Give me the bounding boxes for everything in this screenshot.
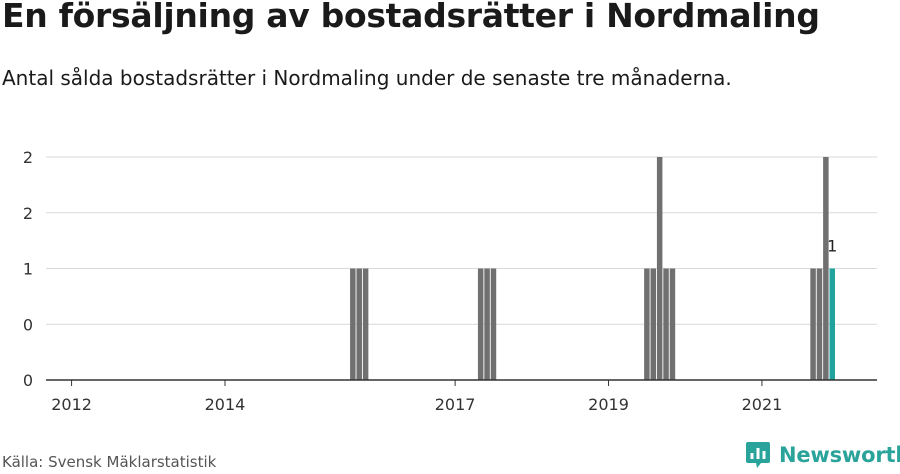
bar	[816, 268, 823, 380]
bar	[650, 268, 657, 380]
x-tick-label: 2012	[51, 395, 92, 414]
x-tick-label: 2017	[435, 395, 476, 414]
y-tick-label: 2	[23, 204, 33, 223]
bar	[362, 268, 369, 380]
bar	[484, 268, 490, 380]
grid-lines	[46, 156, 877, 325]
bar	[656, 157, 663, 380]
bar	[663, 268, 669, 380]
bar	[823, 157, 829, 380]
bar	[356, 268, 362, 380]
bar	[644, 268, 650, 380]
bar	[477, 268, 484, 380]
newsworthy-logo-icon	[746, 442, 770, 468]
y-tick-label: 2	[23, 148, 33, 167]
bar	[810, 268, 816, 380]
x-tick-label: 2014	[205, 395, 246, 414]
chart-title: En försäljning av bostadsrätter i Nordma…	[2, 0, 820, 35]
y-tick-label: 0	[23, 315, 33, 334]
bar	[669, 268, 676, 380]
labels: 0 0 1 2 2 1 2012 2014 2017 2019 2021	[23, 148, 838, 414]
bar	[350, 268, 356, 380]
bar-highlight	[829, 268, 836, 380]
data-label: 1	[827, 237, 837, 256]
brand-logo[interactable]: Newsworthy	[745, 441, 900, 469]
brand-name: Newsworthy	[779, 443, 900, 467]
y-tick-label: 1	[23, 260, 33, 279]
bars	[350, 157, 836, 380]
y-tick-label: 0	[23, 371, 33, 390]
chart-subtitle: Antal sålda bostadsrätter i Nordmaling u…	[2, 66, 732, 90]
source-note: Källa: Svensk Mäklarstatistik	[2, 453, 217, 471]
bar	[490, 268, 497, 380]
x-tick-label: 2019	[588, 395, 629, 414]
x-tick-label: 2021	[742, 395, 783, 414]
axes	[46, 379, 877, 386]
